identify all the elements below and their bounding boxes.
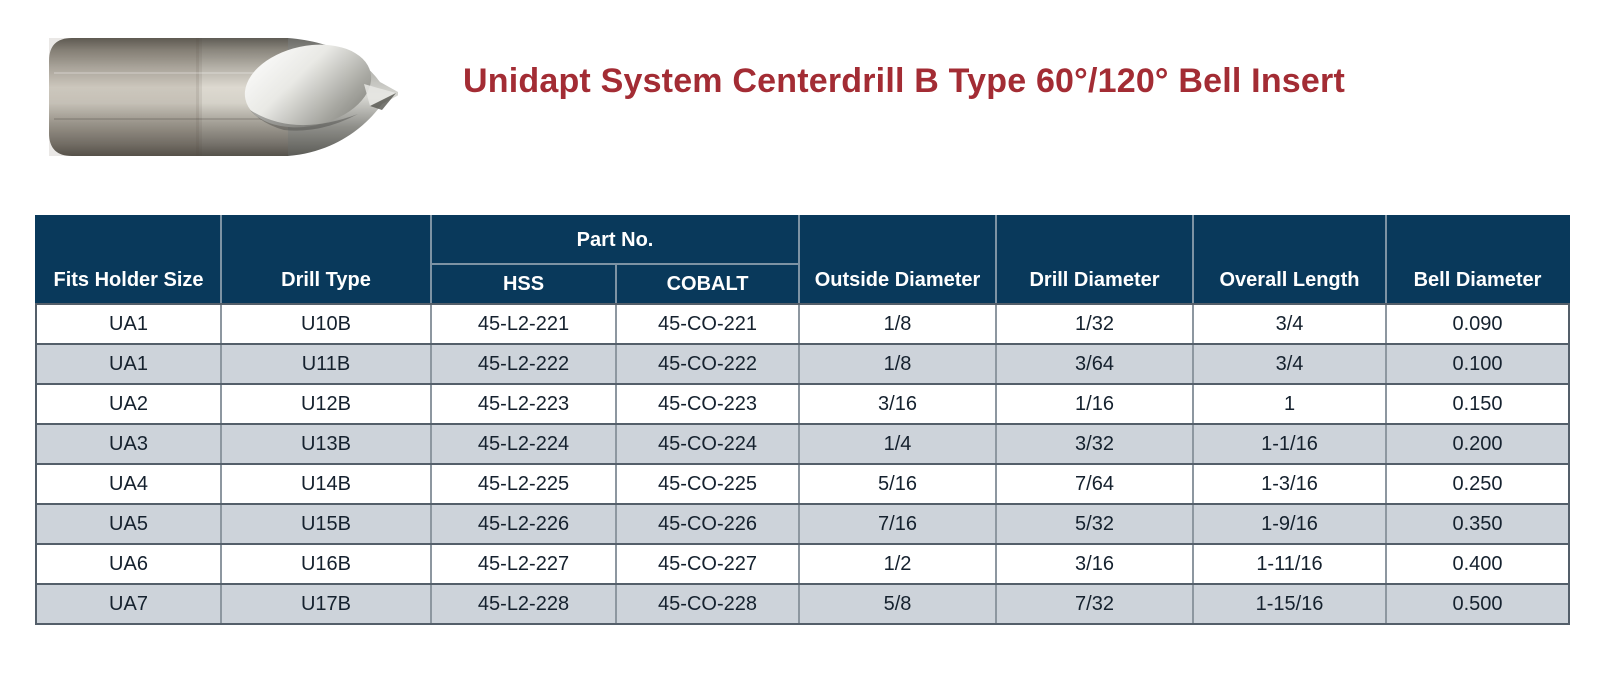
- table-cell: 1-3/16: [1192, 463, 1387, 505]
- page-title: Unidapt System Centerdrill B Type 60°/12…: [463, 62, 1345, 100]
- table-cell: 45-CO-223: [615, 383, 800, 425]
- table-cell: 1/8: [798, 303, 997, 345]
- col-header-part-no: Part No.: [430, 215, 800, 265]
- col-header-overall-length: Overall Length: [1192, 215, 1387, 305]
- table-row: UA5 U15B 45-L2-226 45-CO-226 7/16 5/32 1-9/16 0…: [35, 503, 1570, 545]
- table-cell: 0.350: [1385, 503, 1570, 545]
- table-cell: 5/8: [798, 583, 997, 625]
- col-header-hss: HSS: [430, 263, 617, 305]
- table-cell: UA2: [35, 383, 222, 425]
- table-cell: 5/16: [798, 463, 997, 505]
- col-header-bell-diameter: Bell Diameter: [1385, 215, 1570, 305]
- table-cell: 1/32: [995, 303, 1194, 345]
- table-cell: 1: [1192, 383, 1387, 425]
- table-cell: 45-CO-221: [615, 303, 800, 345]
- table-cell: 45-L2-226: [430, 503, 617, 545]
- table-cell: 45-CO-225: [615, 463, 800, 505]
- table-cell: 45-CO-228: [615, 583, 800, 625]
- table-cell: 3/16: [995, 543, 1194, 585]
- table-cell: U15B: [220, 503, 432, 545]
- table-body: UA1 U10B 45-L2-221 45-CO-221 1/8 1/32 3/4 0.090…: [35, 303, 1570, 625]
- table-cell: 0.100: [1385, 343, 1570, 385]
- table-cell: 45-L2-225: [430, 463, 617, 505]
- table-cell: 1/8: [798, 343, 997, 385]
- table-cell: 0.400: [1385, 543, 1570, 585]
- table-cell: UA1: [35, 343, 222, 385]
- table-cell: 1/16: [995, 383, 1194, 425]
- table-cell: 3/4: [1192, 343, 1387, 385]
- table-cell: UA1: [35, 303, 222, 345]
- centerdrill-image: [49, 38, 398, 156]
- table-cell: U11B: [220, 343, 432, 385]
- table-cell: UA3: [35, 423, 222, 465]
- table-cell: 1-11/16: [1192, 543, 1387, 585]
- col-header-drill-diameter: Drill Diameter: [995, 215, 1194, 305]
- table-cell: 3/64: [995, 343, 1194, 385]
- table-cell: 0.200: [1385, 423, 1570, 465]
- table-cell: 45-L2-221: [430, 303, 617, 345]
- table-cell: U10B: [220, 303, 432, 345]
- table-row: UA3 U13B 45-L2-224 45-CO-224 1/4 3/32 1-1/16 0.…: [35, 423, 1570, 465]
- table-cell: 3/4: [1192, 303, 1387, 345]
- table-row: UA1 U11B 45-L2-222 45-CO-222 1/8 3/64 3/4 0.100: [35, 343, 1570, 385]
- table-cell: 1-15/16: [1192, 583, 1387, 625]
- table-cell: UA4: [35, 463, 222, 505]
- table-cell: 3/32: [995, 423, 1194, 465]
- table-header: Fits Holder Size Drill Type Part No. Out…: [35, 215, 1570, 305]
- table-cell: 7/64: [995, 463, 1194, 505]
- table-cell: UA7: [35, 583, 222, 625]
- table-cell: 1/4: [798, 423, 997, 465]
- table-cell: 0.500: [1385, 583, 1570, 625]
- col-header-outside-diameter: Outside Diameter: [798, 215, 997, 305]
- table-cell: 45-CO-226: [615, 503, 800, 545]
- table-cell: 0.090: [1385, 303, 1570, 345]
- col-header-drill-type: Drill Type: [220, 215, 432, 305]
- table-row: UA4 U14B 45-L2-225 45-CO-225 5/16 7/64 1-3/16 0…: [35, 463, 1570, 505]
- table-cell: 45-L2-223: [430, 383, 617, 425]
- table-cell: 3/16: [798, 383, 997, 425]
- table-row: UA2 U12B 45-L2-223 45-CO-223 3/16 1/16 1 0.150: [35, 383, 1570, 425]
- col-header-cobalt: COBALT: [615, 263, 800, 305]
- table-cell: 0.150: [1385, 383, 1570, 425]
- table-cell: U13B: [220, 423, 432, 465]
- table-row: UA1 U10B 45-L2-221 45-CO-221 1/8 1/32 3/4 0.090: [35, 303, 1570, 345]
- table-cell: U17B: [220, 583, 432, 625]
- table-cell: 45-CO-224: [615, 423, 800, 465]
- table-cell: 45-L2-228: [430, 583, 617, 625]
- col-header-fits-holder-size: Fits Holder Size: [35, 215, 222, 305]
- table-cell: 45-CO-222: [615, 343, 800, 385]
- table-row: UA6 U16B 45-L2-227 45-CO-227 1/2 3/16 1-11/16 0…: [35, 543, 1570, 585]
- table-cell: 0.250: [1385, 463, 1570, 505]
- spec-table: Fits Holder Size Drill Type Part No. Out…: [35, 215, 1570, 625]
- table-cell: UA6: [35, 543, 222, 585]
- table-cell: U12B: [220, 383, 432, 425]
- table-cell: 7/16: [798, 503, 997, 545]
- table-cell: 45-CO-227: [615, 543, 800, 585]
- table-cell: 45-L2-222: [430, 343, 617, 385]
- product-photo: [34, 26, 398, 168]
- table-cell: UA5: [35, 503, 222, 545]
- table-cell: 45-L2-224: [430, 423, 617, 465]
- table-row: UA7 U17B 45-L2-228 45-CO-228 5/8 7/32 1-15/16 0…: [35, 583, 1570, 625]
- table-cell: 1/2: [798, 543, 997, 585]
- table-cell: 1-9/16: [1192, 503, 1387, 545]
- table-cell: 7/32: [995, 583, 1194, 625]
- table-cell: 1-1/16: [1192, 423, 1387, 465]
- table-cell: U14B: [220, 463, 432, 505]
- table-cell: 45-L2-227: [430, 543, 617, 585]
- table-cell: U16B: [220, 543, 432, 585]
- table-cell: 5/32: [995, 503, 1194, 545]
